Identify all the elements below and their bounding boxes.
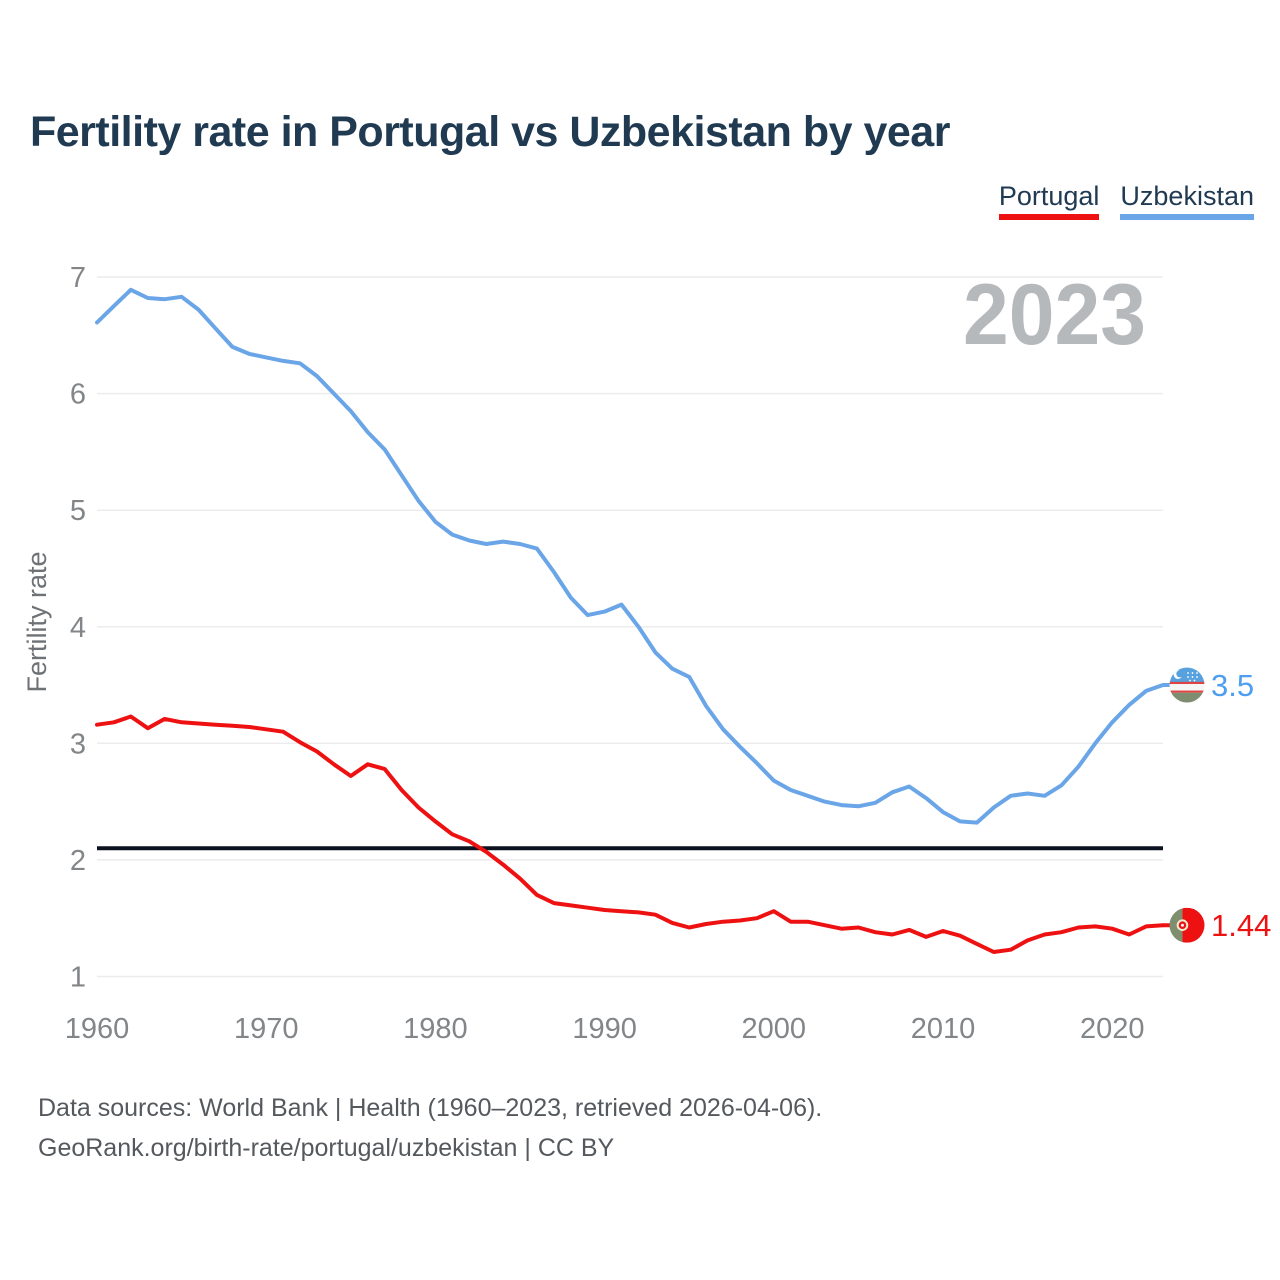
portugal-end-value: 1.44 [1211,908,1271,943]
legend-underline-uzbekistan [1120,214,1254,220]
legend-item-uzbekistan[interactable]: Uzbekistan [1120,182,1254,220]
x-tick-label-1990: 1990 [572,1013,637,1045]
y-tick-label-1: 1 [70,962,86,994]
legend-label-portugal: Portugal [998,181,1100,211]
x-tick-label-2020: 2020 [1080,1013,1145,1045]
page-title: Fertility rate in Portugal vs Uzbekistan… [30,108,950,156]
x-tick-label-1970: 1970 [234,1013,299,1045]
y-tick-label-5: 5 [70,495,86,527]
y-axis-title: Fertility rate [22,551,52,692]
x-tick-label-2010: 2010 [911,1013,976,1045]
legend: Portugal Uzbekistan [998,181,1254,220]
uzbekistan-flag-icon [1169,667,1205,703]
x-tick-label-2000: 2000 [742,1013,807,1045]
footer-line-1: Data sources: World Bank | Health (1960–… [38,1094,823,1122]
y-tick-label-4: 4 [70,612,86,644]
legend-label-uzbekistan: Uzbekistan [1120,181,1254,211]
y-tick-label-3: 3 [70,728,86,760]
portugal-series-line [95,714,1165,954]
data-source-note: Data sources: World Bank | Health (1960–… [38,1088,822,1168]
legend-underline-portugal [998,214,1100,220]
y-tick-label-2: 2 [70,845,86,877]
portugal-flag-icon [1169,907,1205,943]
x-tick-label-1960: 1960 [65,1013,130,1045]
uzbekistan-flag-marker [1169,667,1205,703]
x-tick-label-1980: 1980 [403,1013,468,1045]
y-tick-label-6: 6 [70,379,86,411]
uzbekistan-end-value: 3.5 [1211,668,1254,703]
footer-line-2: GeoRank.org/birth-rate/portugal/uzbekist… [38,1134,615,1162]
uzbekistan-series-line [95,287,1165,825]
portugal-flag-marker [1169,907,1205,943]
y-tick-label-7: 7 [70,262,86,294]
watermark-year: 2023 [963,267,1146,363]
legend-item-portugal[interactable]: Portugal [998,181,1100,220]
